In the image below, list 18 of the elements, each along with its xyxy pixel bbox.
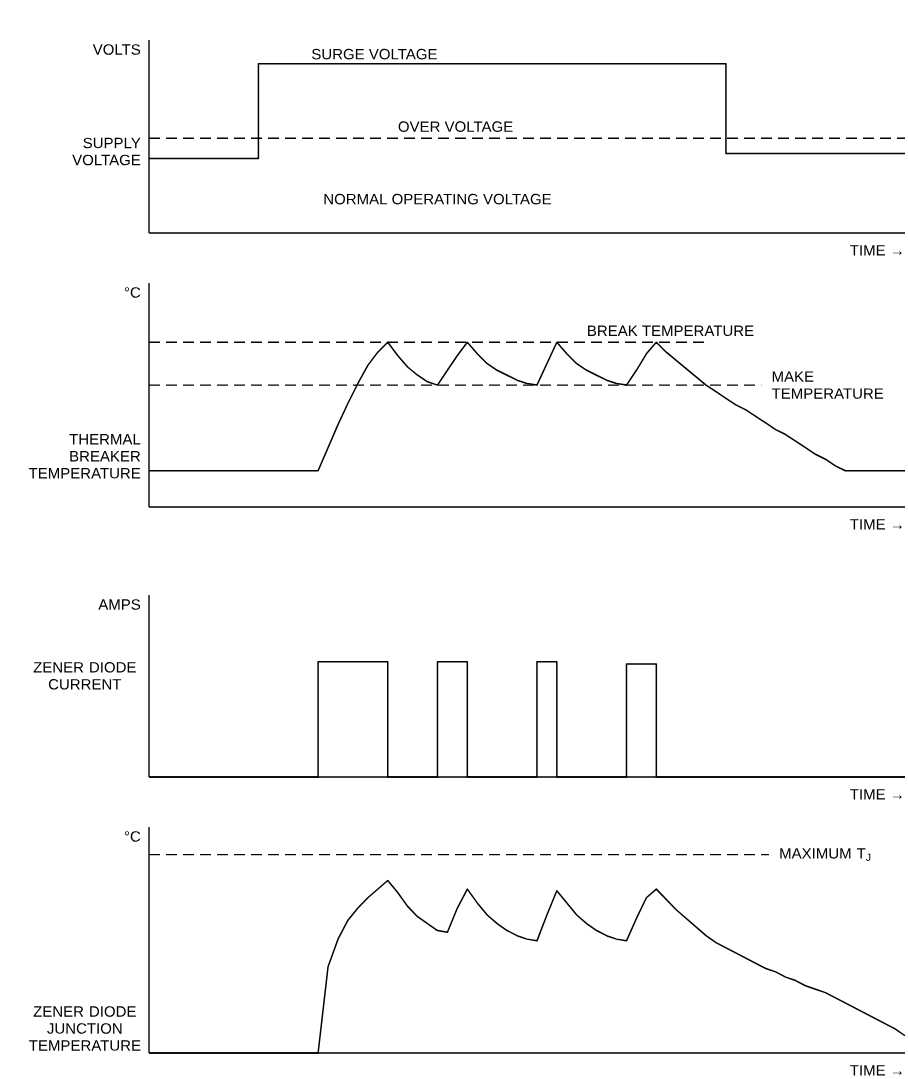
series-label: SUPPLY VOLTAGE [72, 137, 141, 166]
text: ZENER DIODE CURRENT [33, 662, 136, 690]
ref-line-label: BREAK TEMPERATURE [588, 325, 754, 337]
ref-line-label: OVER VOLTAGE [398, 121, 513, 132]
y-axis-title: °C [124, 287, 141, 298]
x-axis-title: TIME → [850, 245, 902, 256]
text: SURGE VOLTAGE [312, 48, 437, 60]
y-axis-title: AMPS [98, 599, 141, 610]
ref-line-label: MAXIMUM T$_{J}$ [780, 848, 871, 861]
series-label: THERMAL BREAKER TEMPERATURE [28, 434, 141, 479]
y-axis-title: VOLTS [92, 44, 141, 55]
x-axis-title: TIME → [850, 519, 902, 530]
series-label: ZENER DIODE JUNCTION TEMPERATURE [29, 1006, 141, 1051]
x-axis-title: TIME → [850, 1065, 902, 1076]
x-axis-title: TIME → [850, 789, 902, 800]
annotation: NORMAL OPERATING VOLTAGE [324, 193, 552, 205]
y-axis-title: °C [124, 831, 141, 842]
ref-line-label: MAKE TEMPERATURE [771, 371, 884, 399]
